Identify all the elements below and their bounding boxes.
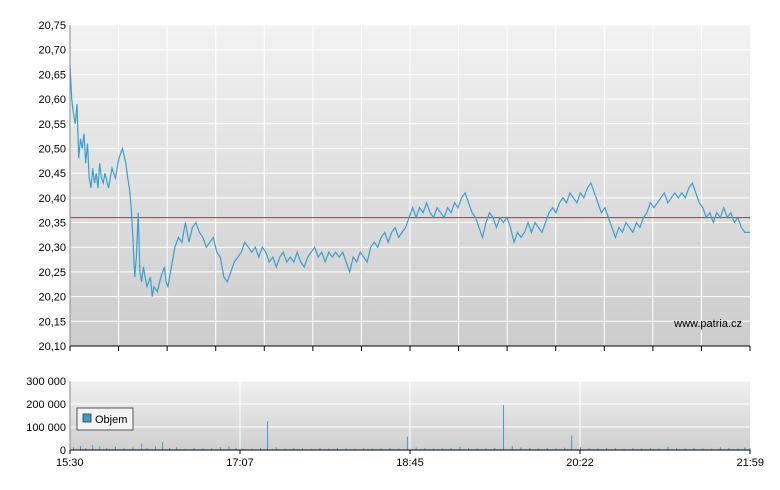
price-tick-label: 20,30 [38,242,66,254]
price-tick-label: 20,60 [38,94,66,106]
price-tick-label: 20,45 [38,168,66,180]
price-tick-label: 20,75 [38,20,66,32]
price-y-axis: 20,75 20,70 20,65 20,60 20,55 20,50 20,45 20,40… [38,20,66,353]
volume-tick-label: 300 000 [26,376,66,388]
price-tick-label: 20,65 [38,69,66,81]
price-tick-label: 20,35 [38,218,66,230]
price-grid [70,24,750,347]
price-tick-label: 20,50 [38,143,66,155]
legend-box [76,407,134,431]
price-tick-label: 20,20 [38,292,66,304]
legend-label: Objem [95,414,127,426]
volume-legend: Objem [76,407,134,431]
volume-tick-label: 200 000 [26,399,66,411]
watermark: www.patria.cz [673,318,742,330]
time-tick-label: 20:22 [566,457,594,469]
price-series-line [69,64,750,297]
price-panel: 20,75 20,70 20,65 20,60 20,55 20,50 20,45 20,40… [38,20,751,353]
time-tick-label: 17:07 [226,457,254,469]
price-tick-label: 20,55 [38,119,66,131]
price-tick-label: 20,15 [38,316,66,328]
legend-swatch [82,413,92,423]
price-tick-label: 20,70 [38,45,66,57]
price-x-ticks [69,346,751,351]
volume-tick-label: 100 000 [26,422,66,434]
volume-y-axis: 300 000 200 000 100 000 0 [26,376,66,457]
price-tick-label: 20,40 [38,193,66,205]
volume-panel: 300 000 200 000 100 000 0 15:30 17:07 18:45 20… [26,376,764,469]
time-tick-label: 18:45 [396,457,424,469]
volume-x-ticks: 15:30 17:07 18:45 20:22 21:59 [56,450,764,469]
price-tick-label: 20,25 [38,267,66,279]
time-tick-label: 21:59 [736,457,764,469]
price-tick-label: 20,10 [38,341,66,353]
volume-tick-label: 0 [60,445,66,457]
time-tick-label: 15:30 [56,457,84,469]
